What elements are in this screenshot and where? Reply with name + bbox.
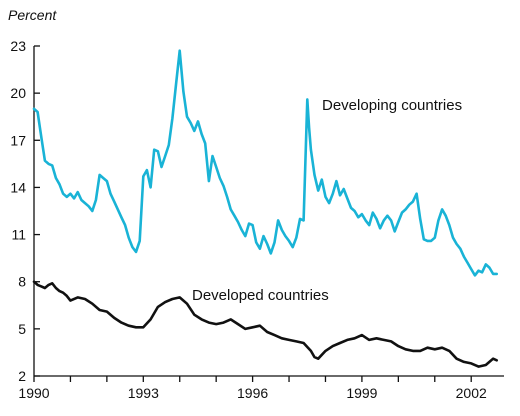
series-line-developed-countries xyxy=(32,280,499,368)
y-tick-label: 17 xyxy=(10,132,26,148)
series-label-developed-countries: Developed countries xyxy=(192,287,329,304)
x-axis-ticks: 1990 1993 1996 1999 2002 xyxy=(18,376,487,401)
y-tick-label: 11 xyxy=(11,227,26,243)
series-lines xyxy=(32,49,499,368)
y-tick-label: 2 xyxy=(18,368,26,384)
y-tick-label: 20 xyxy=(10,85,26,101)
series-line-developing-countries xyxy=(32,49,499,277)
y-tick-label: 14 xyxy=(10,179,26,195)
y-axis-ticks: 2 5 8 11 14 17 20 23 xyxy=(10,38,40,384)
x-tick-label: 1993 xyxy=(128,385,159,401)
x-tick-label: 2002 xyxy=(456,385,487,401)
y-tick-label: 5 xyxy=(18,321,26,337)
x-tick-label: 1996 xyxy=(237,385,268,401)
y-tick-label: 23 xyxy=(10,38,26,54)
y-axis-title: Percent xyxy=(8,7,57,23)
x-tick-label: 1990 xyxy=(18,385,49,401)
series-label-developing-countries: Developing countries xyxy=(322,97,462,114)
x-tick-label: 1999 xyxy=(346,385,377,401)
y-tick-label: 8 xyxy=(18,274,26,290)
